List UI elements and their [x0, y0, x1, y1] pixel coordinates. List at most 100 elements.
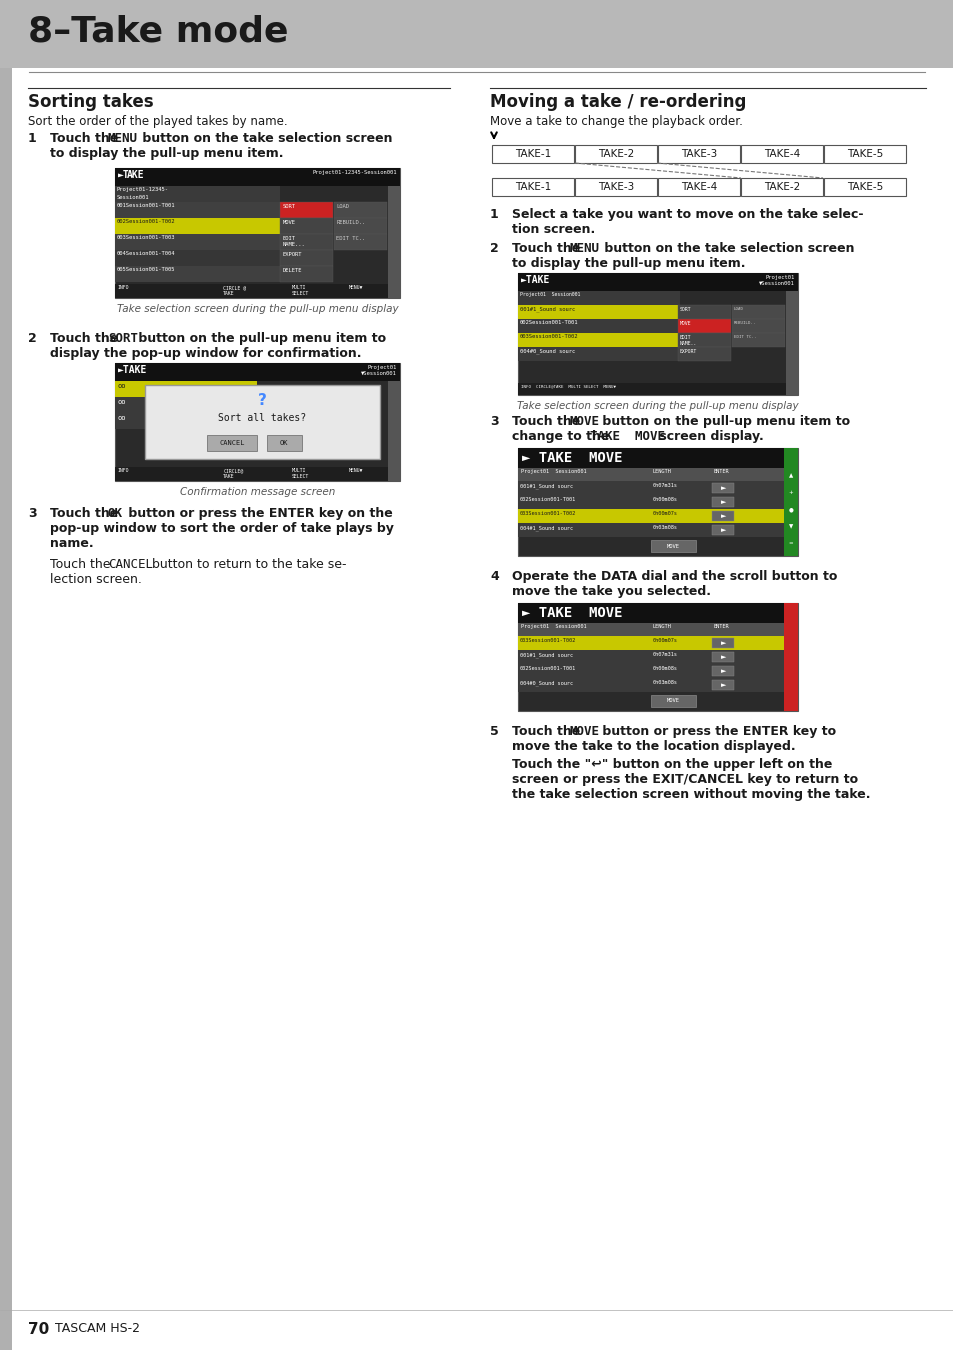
Text: 003Session001-T003: 003Session001-T003 [117, 235, 175, 240]
Text: MULTI
SELECT: MULTI SELECT [292, 285, 309, 296]
Bar [785, 292, 797, 396]
Bar [783, 448, 797, 556]
Text: TAKE-4: TAKE-4 [680, 182, 717, 192]
Text: TAKE-2: TAKE-2 [763, 182, 800, 192]
Text: CANCEL: CANCEL [219, 440, 245, 446]
Bar [677, 319, 730, 333]
Text: Select a take you want to move on the take selec-: Select a take you want to move on the ta… [512, 208, 862, 221]
Text: ▲: ▲ [788, 474, 792, 478]
Bar [115, 167, 399, 298]
Text: 005Session001-T005: 005Session001-T005 [117, 267, 175, 271]
Text: 003Session001-T002: 003Session001-T002 [519, 512, 576, 516]
Text: screen or press the EXIT/CANCEL key to return to: screen or press the EXIT/CANCEL key to r… [512, 774, 858, 786]
Text: Touch the: Touch the [50, 558, 114, 571]
Text: 70: 70 [28, 1322, 50, 1336]
Text: MENU▼: MENU▼ [349, 285, 363, 290]
Text: Touch the: Touch the [512, 725, 584, 738]
Text: EXPORT: EXPORT [282, 252, 301, 256]
Bar [823, 178, 905, 196]
Text: MOVE: MOVE [679, 321, 690, 325]
Text: REBUILD..: REBUILD.. [335, 220, 365, 225]
Text: 0h03m08s: 0h03m08s [652, 680, 677, 684]
Text: MENU: MENU [108, 132, 138, 144]
Bar [492, 178, 574, 196]
Text: ►TAKE: ►TAKE [118, 364, 147, 375]
Text: MOVE: MOVE [282, 220, 295, 225]
Bar [145, 385, 379, 459]
Bar [115, 234, 280, 250]
Text: ► TAKE  MOVE: ► TAKE MOVE [521, 606, 622, 620]
Bar [115, 250, 280, 266]
Text: 003Session001-T002: 003Session001-T002 [519, 333, 578, 339]
Bar [712, 497, 734, 508]
Bar [388, 381, 399, 481]
Bar [517, 495, 783, 509]
Text: 002Session001-T002: 002Session001-T002 [117, 219, 175, 224]
Bar [517, 622, 783, 636]
Bar [731, 305, 784, 319]
Bar [677, 333, 730, 347]
Text: Touch the: Touch the [512, 414, 584, 428]
Bar [517, 481, 783, 495]
Text: CIRCLE@
TAKE: CIRCLE@ TAKE [223, 468, 243, 479]
Text: Project01
▼Session001: Project01 ▼Session001 [759, 275, 794, 286]
Bar [658, 178, 740, 196]
Text: 4: 4 [490, 570, 498, 583]
Text: Moving a take / re-ordering: Moving a take / re-ordering [490, 93, 745, 111]
Text: INFO: INFO [118, 285, 130, 290]
Bar [650, 695, 696, 707]
Bar [115, 186, 280, 202]
Text: 001#1_Sound sourc: 001#1_Sound sourc [519, 306, 575, 312]
Bar [115, 363, 399, 381]
Text: MOVE: MOVE [666, 698, 679, 703]
Bar [783, 603, 797, 711]
Bar [517, 448, 783, 468]
Text: EDIT TC..: EDIT TC.. [733, 335, 756, 339]
Bar [517, 522, 783, 537]
Text: 001#1_Sound sourc: 001#1_Sound sourc [519, 652, 573, 657]
Text: 0h00m08s: 0h00m08s [652, 497, 677, 502]
Text: Project01-12345-: Project01-12345- [117, 188, 169, 192]
Text: Touch the: Touch the [50, 508, 123, 520]
Text: ►: ► [720, 640, 725, 647]
Bar [731, 319, 784, 333]
Bar [517, 678, 783, 693]
Text: MENU: MENU [569, 242, 599, 255]
Bar [115, 266, 280, 282]
Bar [517, 636, 783, 649]
Bar [280, 250, 333, 266]
Text: oo: oo [118, 400, 127, 405]
Text: ► TAKE  MOVE: ► TAKE MOVE [521, 451, 622, 464]
Bar [517, 448, 797, 556]
Text: Move a take to change the playback order.: Move a take to change the playback order… [490, 115, 742, 128]
Text: oo: oo [118, 414, 127, 421]
Bar [517, 509, 783, 522]
Text: INFO  CIRCLE@TAKE  MULTI SELECT  MENU▼: INFO CIRCLE@TAKE MULTI SELECT MENU▼ [520, 383, 616, 387]
Text: LENGTH: LENGTH [652, 624, 671, 629]
Text: 003Session001-T002: 003Session001-T002 [519, 639, 576, 643]
Bar [115, 284, 388, 298]
Bar [712, 525, 734, 535]
Text: 0h03m08s: 0h03m08s [652, 525, 677, 531]
Text: 004#0_Sound sourc: 004#0_Sound sourc [519, 680, 573, 686]
Text: TAKE-1: TAKE-1 [515, 182, 551, 192]
Text: TAKE-2: TAKE-2 [598, 148, 634, 159]
Text: move the take to the location displayed.: move the take to the location displayed. [512, 740, 795, 753]
Bar [0, 0, 953, 68]
Bar [280, 234, 333, 250]
Text: screen display.: screen display. [655, 431, 763, 443]
Text: LOAD: LOAD [335, 204, 349, 209]
Bar [280, 217, 333, 234]
Text: 1: 1 [490, 208, 498, 221]
Text: 001Session001-T001: 001Session001-T001 [117, 202, 175, 208]
Bar [0, 68, 12, 1350]
Text: TAKE-4: TAKE-4 [763, 148, 800, 159]
Bar [712, 483, 734, 493]
Bar [517, 292, 679, 305]
Text: Session001: Session001 [117, 194, 150, 200]
Text: 004#1_Sound sourc: 004#1_Sound sourc [519, 525, 573, 531]
Text: INFO: INFO [118, 468, 130, 472]
Bar [740, 178, 822, 196]
Text: AKE: AKE [127, 170, 145, 180]
Text: 002Session001-T001: 002Session001-T001 [519, 666, 576, 671]
